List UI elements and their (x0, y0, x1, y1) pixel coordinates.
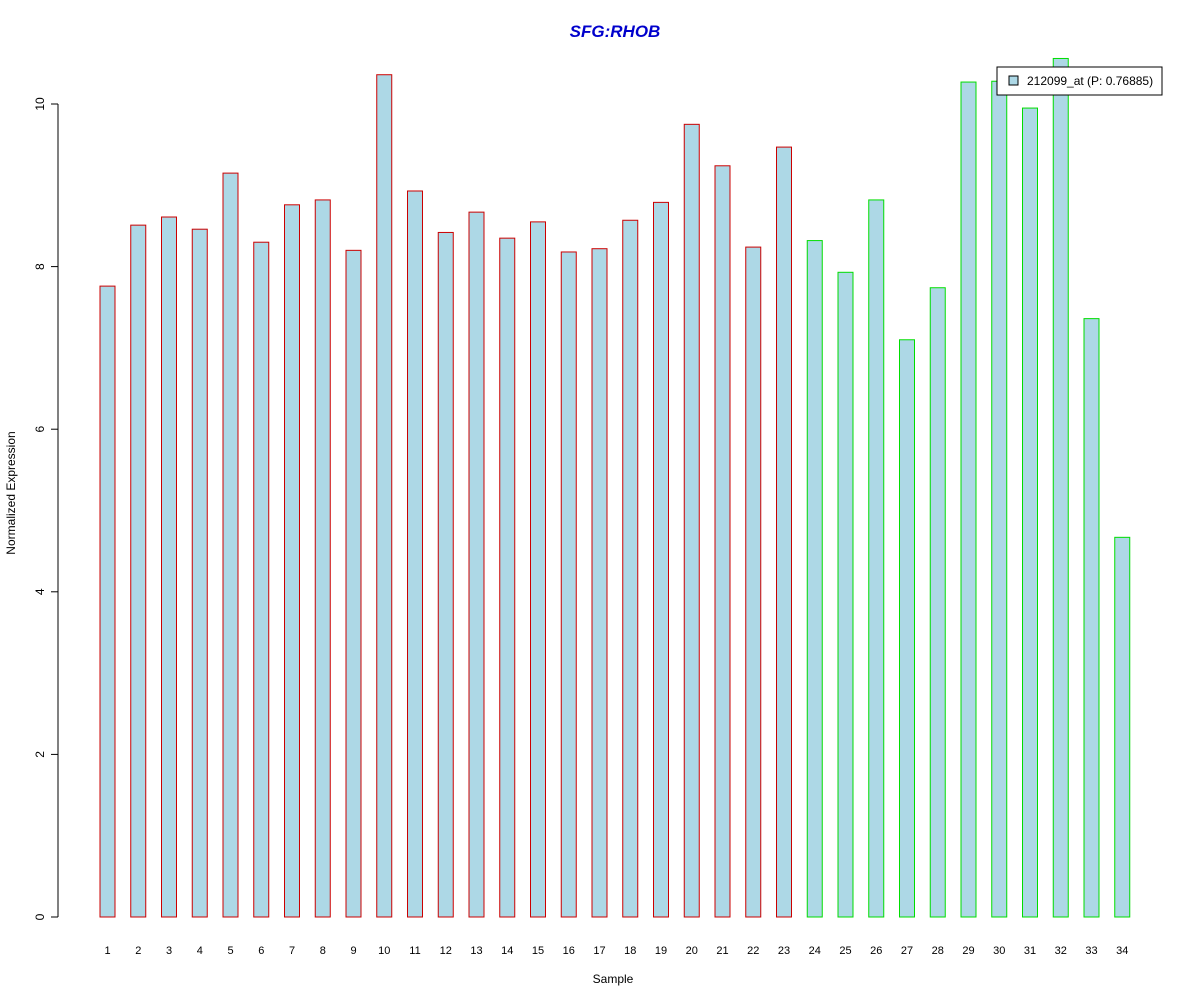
bar-sample-25 (837, 271, 854, 918)
x-tick-label: 31 (1024, 945, 1036, 957)
bar-sample-26 (868, 199, 885, 918)
bar-sample-27 (899, 339, 915, 918)
bar-sample-4 (191, 228, 208, 918)
y-axis-label: Normalized Expression (4, 431, 18, 554)
y-axis: 0 2 4 6 8 10 (33, 97, 59, 920)
bar-sample-8 (314, 199, 331, 918)
chart-title: SFG:RHOB (570, 22, 661, 41)
bar-sample-30 (991, 80, 1008, 918)
bar-sample-12 (437, 231, 454, 918)
x-tick-label: 19 (655, 945, 667, 957)
x-tick-label: 16 (563, 945, 575, 957)
bar-sample-14 (499, 237, 516, 918)
bar-sample-6 (253, 241, 270, 918)
bar-sample-21 (714, 165, 731, 918)
bar-sample-13 (468, 211, 485, 918)
x-tick-label: 33 (1085, 945, 1097, 957)
bar-sample-28 (929, 287, 946, 918)
x-tick-label: 4 (197, 945, 203, 957)
bar-sample-17 (591, 248, 608, 918)
x-tick-label: 29 (962, 945, 974, 957)
bar-sample-34 (1114, 536, 1131, 918)
x-tick-label: 20 (686, 945, 698, 957)
x-tick-label: 26 (870, 945, 882, 957)
x-tick-label: 14 (501, 945, 513, 957)
x-tick-label: 24 (809, 945, 821, 957)
legend: 212099_at (P: 0.76885) (996, 66, 1163, 96)
legend-label: 212099_at (P: 0.76885) (1027, 74, 1153, 88)
bar-sample-19 (653, 201, 669, 918)
x-tick-label: 5 (227, 945, 233, 957)
x-tick-label: 32 (1055, 945, 1067, 957)
x-tick-label: 1 (104, 945, 110, 957)
x-tick-label: 10 (378, 945, 390, 957)
x-tick-label: 34 (1116, 945, 1128, 957)
y-tick-label: 8 (33, 263, 47, 270)
bar-sample-20 (683, 123, 700, 918)
x-tick-label: 6 (258, 945, 264, 957)
x-tick-label: 15 (532, 945, 544, 957)
bar-sample-15 (530, 221, 546, 918)
x-tick-label: 2 (135, 945, 141, 957)
bar-sample-1 (99, 285, 116, 918)
x-axis-label: Sample (593, 972, 634, 986)
x-tick-label: 25 (839, 945, 851, 957)
bars-group (99, 57, 1131, 918)
bar-sample-7 (284, 204, 300, 918)
y-tick-label: 4 (33, 588, 47, 595)
y-tick-label: 6 (33, 426, 47, 433)
bar-sample-22 (745, 246, 762, 918)
bar-sample-33 (1083, 318, 1100, 918)
x-tick-label: 21 (716, 945, 728, 957)
x-tick-label: 13 (470, 945, 482, 957)
bar-sample-18 (622, 219, 639, 918)
bar-sample-16 (560, 251, 577, 918)
x-tick-label: 28 (932, 945, 944, 957)
x-tick-label: 9 (350, 945, 356, 957)
bar-sample-9 (345, 249, 362, 918)
bar-sample-29 (960, 81, 977, 918)
x-tick-label: 23 (778, 945, 790, 957)
bar-sample-3 (161, 216, 177, 918)
x-tick-label: 7 (289, 945, 295, 957)
bar-sample-23 (776, 146, 792, 918)
y-tick-label: 10 (33, 97, 47, 111)
x-tick-label: 22 (747, 945, 759, 957)
x-tick-label: 30 (993, 945, 1005, 957)
bar-sample-2 (130, 224, 147, 918)
x-tick-label: 17 (593, 945, 605, 957)
y-tick-label: 0 (33, 913, 47, 920)
bar-sample-11 (407, 190, 423, 918)
x-tick-label: 18 (624, 945, 636, 957)
bar-sample-10 (376, 74, 393, 918)
legend-swatch (1008, 75, 1019, 86)
x-tick-label: 27 (901, 945, 913, 957)
bar-sample-31 (1022, 107, 1038, 918)
bar-sample-32 (1052, 57, 1069, 918)
x-tick-label: 3 (166, 945, 172, 957)
x-tick-label: 8 (320, 945, 326, 957)
x-tick-labels: 1 2 3 4 5 6 7 8 9 10 11 12 13 14 15 16 17 18 19 20 21 22 23 24 2… (104, 945, 1128, 957)
x-tick-label: 11 (409, 945, 420, 957)
legend-box (996, 66, 1163, 96)
x-tick-label: 12 (440, 945, 452, 957)
bar-sample-5 (222, 172, 239, 918)
y-tick-label: 2 (33, 751, 47, 758)
bar-sample-24 (806, 240, 823, 918)
